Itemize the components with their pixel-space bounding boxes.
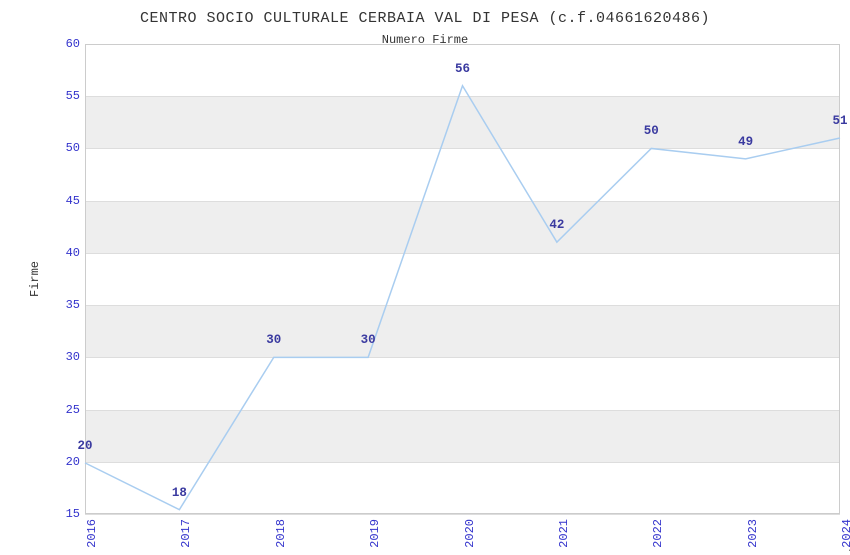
data-label-2023: 49: [738, 135, 753, 149]
ytick-40: 40: [50, 246, 80, 260]
xtick-2017: 2017: [179, 519, 193, 548]
y-axis-label: Firme: [28, 261, 42, 297]
ytick-55: 55: [50, 89, 80, 103]
ytick-35: 35: [50, 298, 80, 312]
data-label-2022: 50: [644, 124, 659, 138]
ytick-25: 25: [50, 403, 80, 417]
data-label-2021: 42: [549, 218, 564, 232]
ytick-30: 30: [50, 350, 80, 364]
gridline-15: [85, 514, 840, 515]
xtick-2022: 2022: [651, 519, 665, 548]
chart-title: CENTRO SOCIO CULTURALE CERBAIA VAL DI PE…: [0, 10, 850, 27]
ytick-20: 20: [50, 455, 80, 469]
xtick-2020: 2020: [463, 519, 477, 548]
data-label-2020: 56: [455, 62, 470, 76]
xtick-2018: 2018: [274, 519, 288, 548]
xtick-2023: 2023: [746, 519, 760, 548]
data-label-2019: 30: [361, 333, 376, 347]
ytick-50: 50: [50, 141, 80, 155]
data-label-2017: 18: [172, 486, 187, 500]
ytick-60: 60: [50, 37, 80, 51]
ytick-15: 15: [50, 507, 80, 521]
ytick-45: 45: [50, 194, 80, 208]
xtick-2016: 2016: [85, 519, 99, 548]
firme-line-series: [85, 44, 840, 514]
xtick-2021: 2021: [557, 519, 571, 548]
data-label-2018: 30: [266, 333, 281, 347]
data-label-2024: 51: [832, 114, 847, 128]
titles-block: CENTRO SOCIO CULTURALE CERBAIA VAL DI PE…: [0, 0, 850, 47]
data-label-2016: 20: [77, 439, 92, 453]
chart-container: CENTRO SOCIO CULTURALE CERBAIA VAL DI PE…: [0, 0, 850, 550]
plot-area: 60 55 50 45 40 35 30 25 20 15 Firme 2016…: [85, 44, 840, 514]
xtick-2019: 2019: [368, 519, 382, 548]
